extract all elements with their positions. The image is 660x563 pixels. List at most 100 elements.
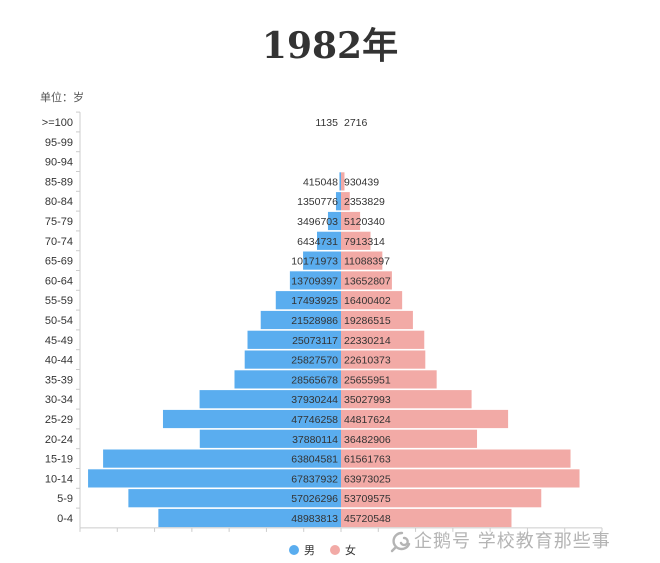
bar-female[interactable] — [341, 192, 350, 211]
bar-male[interactable] — [260, 310, 341, 330]
bar-female[interactable] — [341, 508, 512, 528]
y-axis-label: 0-4 — [57, 513, 73, 525]
y-axis-label: 20-24 — [45, 434, 73, 446]
data-label-male: 415048 — [303, 176, 338, 188]
y-axis-labels: >=100 95-99 90-94 85-89 80-84 75-79 70-74 65-69… — [42, 117, 73, 525]
bar-female[interactable] — [341, 251, 383, 270]
bar-female[interactable] — [341, 271, 392, 290]
data-label-female: 25655951 — [344, 374, 391, 386]
bar-female[interactable] — [341, 469, 580, 488]
y-axis-label: 85-89 — [45, 176, 73, 188]
data-label-female: 7913314 — [344, 236, 385, 248]
data-label-male: 1350776 — [297, 196, 338, 208]
y-axis-label: 60-64 — [45, 275, 73, 287]
y-axis-label: 65-69 — [45, 256, 73, 268]
bar-female[interactable] — [341, 231, 371, 250]
bar-female[interactable] — [341, 429, 478, 448]
bar-male[interactable] — [158, 508, 341, 528]
y-axis-label: 40-44 — [45, 355, 73, 367]
data-label-male: 47746258 — [291, 414, 338, 426]
data-labels: 1135 2716 415048 930439 1350776 2353829 349670… — [291, 117, 391, 525]
y-axis-label: 70-74 — [45, 236, 73, 248]
data-label-male: 57026296 — [291, 493, 338, 505]
bar-male[interactable] — [289, 271, 341, 290]
legend-male-label: 男 — [304, 545, 315, 557]
bar-female[interactable] — [341, 390, 472, 409]
y-axis-label: 30-34 — [45, 394, 73, 406]
y-axis-label: 45-49 — [45, 335, 73, 347]
bar-female[interactable] — [341, 172, 345, 191]
bar-male[interactable] — [247, 330, 341, 349]
data-label-male: 6434731 — [297, 236, 338, 248]
data-label-female: 11088397 — [344, 256, 390, 268]
y-axis-label: 10-14 — [45, 473, 73, 485]
data-label-male: 21528986 — [291, 315, 338, 327]
data-label-female: 45720548 — [344, 513, 391, 525]
data-label-male: 13709397 — [291, 275, 338, 287]
data-label-female: 930439 — [344, 176, 379, 188]
bar-male[interactable] — [303, 251, 341, 270]
data-label-female: 2353829 — [344, 196, 385, 208]
qie-logo-icon — [390, 531, 411, 553]
y-axis-label: 15-19 — [45, 454, 73, 466]
data-label-male: 17493925 — [291, 295, 338, 307]
legend-female-marker — [330, 545, 340, 555]
bar-female[interactable] — [341, 211, 361, 231]
chart-title: 1982年 — [262, 25, 398, 67]
data-label-male: 25073117 — [292, 335, 338, 347]
y-axis-label: 55-59 — [45, 295, 73, 307]
bar-male[interactable] — [335, 192, 341, 211]
data-label-male: 3496703 — [297, 216, 338, 228]
bar-female[interactable] — [341, 489, 542, 508]
watermark-text: 企鹅号 学校教育那些事 — [414, 531, 611, 552]
data-label-female: 61561763 — [344, 454, 391, 466]
bar-male[interactable] — [244, 350, 341, 369]
data-label-female: 22610373 — [344, 355, 391, 367]
data-label-male: 37880114 — [292, 434, 338, 446]
data-label-male: 48983813 — [291, 513, 338, 525]
y-axis-label: 75-79 — [45, 216, 73, 228]
bar-female[interactable] — [341, 449, 571, 468]
bar-female[interactable] — [341, 330, 425, 349]
data-label-female: 35027993 — [344, 394, 391, 406]
watermark: 企鹅号 学校教育那些事 — [390, 531, 611, 553]
y-axis-label: 35-39 — [45, 374, 73, 386]
data-label-female: 44817624 — [344, 414, 391, 426]
y-axis-label: 25-29 — [45, 414, 73, 426]
data-label-female: 16400402 — [344, 295, 391, 307]
data-label-female: 2716 — [344, 117, 368, 129]
bar-female[interactable] — [341, 409, 509, 429]
bar-female[interactable] — [341, 291, 403, 310]
y-axis-label: 50-54 — [45, 315, 73, 327]
data-label-male: 37930244 — [291, 394, 338, 406]
legend-item-male[interactable]: 男 — [289, 545, 315, 557]
bar-male[interactable] — [128, 489, 341, 508]
y-axis-label: 90-94 — [45, 157, 73, 169]
legend-male-marker — [289, 545, 299, 555]
bars — [88, 112, 580, 528]
data-label-male: 25827570 — [291, 355, 338, 367]
data-label-male: 28565678 — [291, 374, 338, 386]
bar-male[interactable] — [339, 172, 341, 191]
data-label-male: 10171973 — [291, 256, 338, 268]
data-label-female: 13652807 — [344, 275, 391, 287]
bar-female[interactable] — [341, 370, 437, 389]
data-label-female: 53709575 — [344, 493, 391, 505]
bar-male[interactable] — [199, 390, 341, 409]
bar-female[interactable] — [341, 310, 413, 330]
bar-male[interactable] — [162, 409, 341, 429]
data-label-male: 67837932 — [291, 473, 338, 485]
bar-male[interactable] — [234, 370, 341, 389]
bar-male[interactable] — [103, 449, 341, 468]
bar-male[interactable] — [199, 429, 341, 448]
y-axis-label: 95-99 — [45, 137, 73, 149]
bar-male[interactable] — [275, 291, 341, 310]
bar-male[interactable] — [317, 231, 341, 250]
bar-female[interactable] — [341, 350, 426, 369]
bar-male[interactable] — [327, 211, 341, 231]
legend-item-female[interactable]: 女 — [330, 543, 356, 557]
legend: 男 女 — [289, 543, 356, 557]
data-label-female: 5120340 — [344, 216, 385, 228]
bar-male[interactable] — [88, 469, 341, 488]
